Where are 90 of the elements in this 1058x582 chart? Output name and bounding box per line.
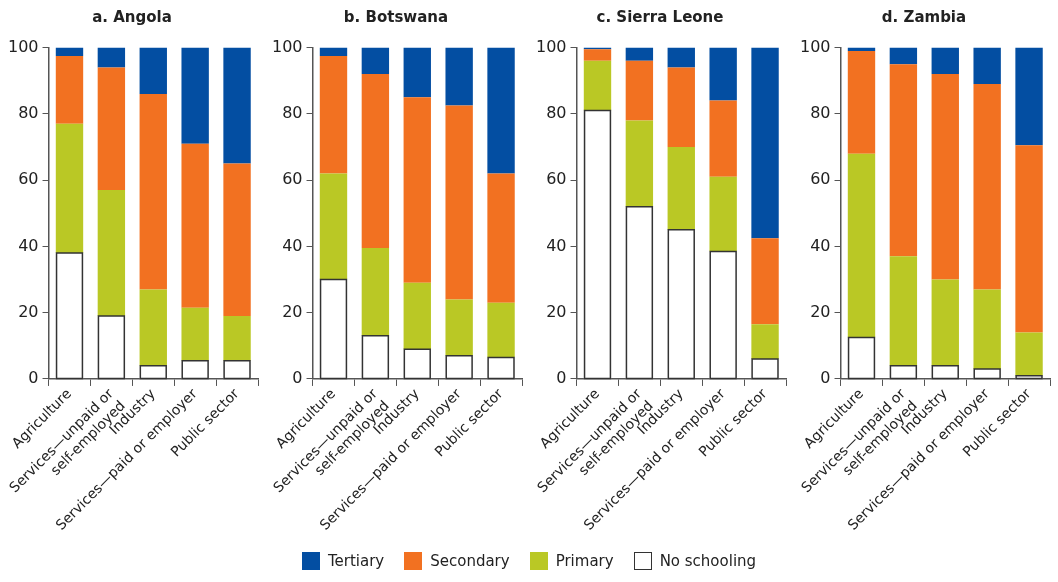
y-tick-label: 0 <box>292 368 303 388</box>
y-tick-label: 40 <box>282 235 303 255</box>
legend-label: Tertiary <box>327 552 385 570</box>
bar <box>973 47 1001 85</box>
bar <box>223 47 251 164</box>
bar <box>709 100 737 177</box>
y-tick-label: 60 <box>810 169 831 189</box>
bar <box>445 47 473 106</box>
bar <box>487 173 515 303</box>
bar <box>223 315 251 361</box>
bar <box>931 74 959 280</box>
bar <box>889 64 918 257</box>
bar <box>181 307 209 361</box>
y-tick-label: 80 <box>18 103 39 123</box>
bar <box>889 47 918 65</box>
y-tick-label: 0 <box>556 368 567 388</box>
chart-title: c. Sierra Leone <box>595 8 725 26</box>
bar <box>97 47 126 68</box>
y-tick-label: 80 <box>810 103 831 123</box>
y-tick-label: 20 <box>282 301 303 321</box>
bar <box>847 50 876 154</box>
bar <box>445 105 473 300</box>
bar <box>709 176 737 252</box>
y-tick-label: 60 <box>282 169 303 189</box>
bar <box>973 289 1001 370</box>
y-tick-label: 80 <box>546 103 567 123</box>
y-tick-label: 20 <box>810 301 831 321</box>
bar <box>55 55 84 124</box>
legend-label: No schooling <box>659 552 757 570</box>
bar <box>751 47 779 239</box>
bar <box>667 147 695 230</box>
bar <box>403 97 431 283</box>
bar <box>931 279 959 366</box>
bar <box>751 238 779 325</box>
y-tick-label: 100 <box>7 36 39 56</box>
chart-title: b. Botswana <box>342 8 450 26</box>
y-tick-label: 100 <box>271 36 303 56</box>
y-tick-label: 20 <box>18 301 39 321</box>
y-tick-label: 40 <box>18 235 39 255</box>
bar <box>403 47 431 98</box>
y-tick-label: 0 <box>28 368 39 388</box>
y-tick-label: 0 <box>820 368 831 388</box>
bar <box>751 324 779 360</box>
bar <box>319 47 348 56</box>
bar <box>403 282 431 350</box>
bar <box>319 55 348 174</box>
bar <box>181 47 209 144</box>
bar <box>625 60 654 121</box>
bar <box>667 47 695 68</box>
legend-label: Secondary <box>430 552 510 570</box>
bar <box>181 143 209 308</box>
bar <box>583 60 612 111</box>
bar <box>361 47 390 75</box>
bar <box>223 163 251 316</box>
bar <box>361 74 390 249</box>
bar <box>139 47 167 94</box>
bar <box>319 173 348 280</box>
y-tick-label: 20 <box>546 301 567 321</box>
y-tick-label: 80 <box>282 103 303 123</box>
y-tick-label: 60 <box>546 169 567 189</box>
legend-label: Primary <box>555 552 614 570</box>
bar <box>487 47 515 174</box>
bar <box>55 123 84 254</box>
bar <box>97 67 126 191</box>
bar <box>97 190 126 316</box>
bar <box>55 47 84 56</box>
y-tick-label: 100 <box>799 36 831 56</box>
bar <box>889 256 918 366</box>
chart-title: a. Angola <box>91 8 173 26</box>
bar <box>1015 47 1043 146</box>
bar <box>931 47 959 75</box>
y-tick-label: 40 <box>546 235 567 255</box>
bar <box>847 153 876 338</box>
bar <box>139 289 167 366</box>
bar <box>1015 332 1043 376</box>
bar <box>487 302 515 358</box>
bar <box>709 47 737 101</box>
bar <box>139 93 167 290</box>
chart-title: d. Zambia <box>880 8 968 26</box>
bar <box>625 120 654 207</box>
bar <box>583 49 612 61</box>
y-tick-label: 100 <box>535 36 567 56</box>
bar <box>445 299 473 356</box>
bar <box>973 84 1001 290</box>
y-tick-label: 60 <box>18 169 39 189</box>
bar <box>361 248 390 336</box>
bar <box>625 47 654 61</box>
bar <box>1015 145 1043 333</box>
y-tick-label: 40 <box>810 235 831 255</box>
bar <box>667 67 695 148</box>
